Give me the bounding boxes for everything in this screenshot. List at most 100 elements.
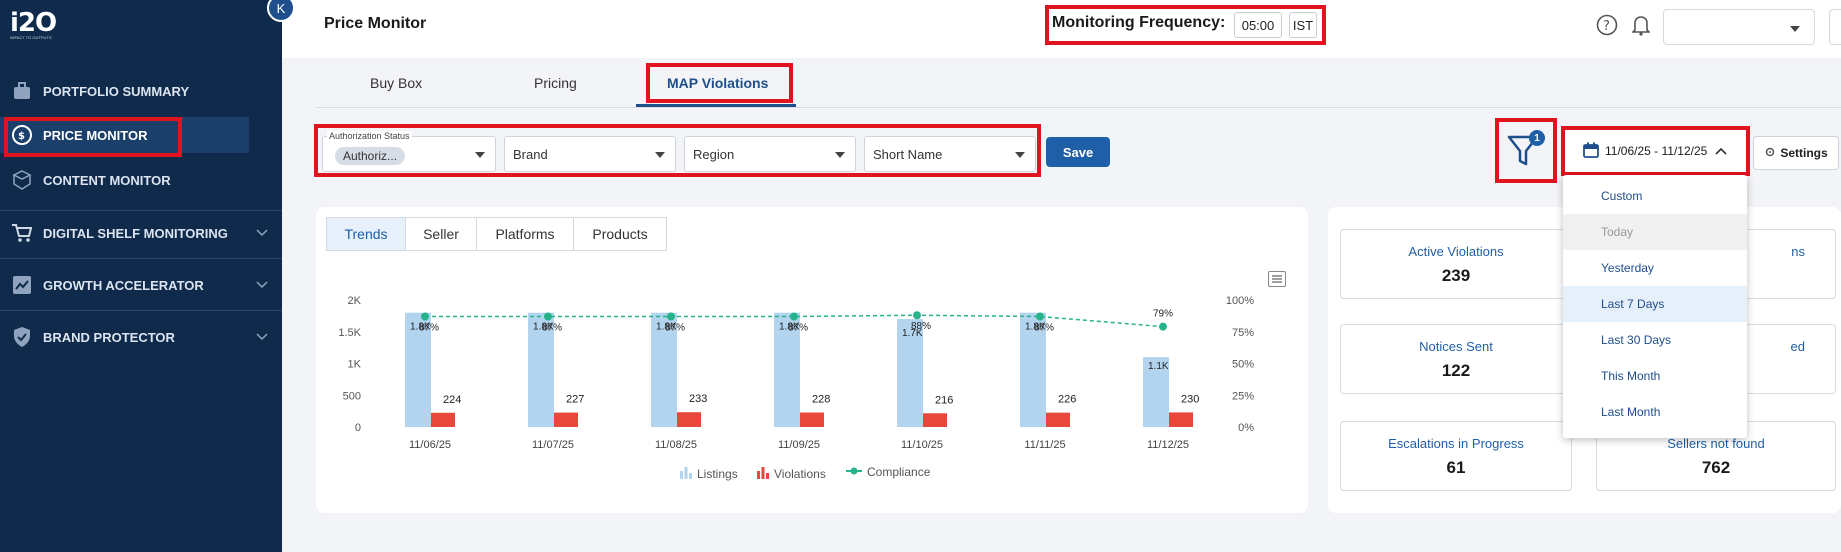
bar-violations [554,412,578,427]
date-option-custom[interactable]: Custom [1601,189,1643,203]
bar-listings [405,312,431,427]
settings-button[interactable]: Settings [1753,136,1839,170]
bar-listings [1020,312,1046,427]
short-name-select[interactable]: Short Name [864,136,1036,172]
date-option-last-30-days[interactable]: Last 30 Days [1601,333,1672,347]
sidebar-item-digital-shelf-monitoring[interactable]: DIGITAL SHELF MONITORING [0,215,282,251]
bar-violations [431,412,455,427]
timezone-field[interactable]: IST [1289,12,1317,38]
chart-menu-icon[interactable] [1268,271,1286,287]
chart-tab-products[interactable]: Products [573,217,667,251]
stat-notices-sent[interactable]: Notices Sent 122 [1340,324,1572,394]
compliance-point [421,312,429,321]
violations-data-label: 227 [566,394,584,406]
price-monitor-icon: $ [10,123,34,147]
chevron-down-icon [256,277,268,292]
chevron-down-icon [655,152,665,158]
region-select[interactable]: Region [684,136,856,172]
date-option-this-month[interactable]: This Month [1601,369,1661,383]
chart-tab-platforms[interactable]: Platforms [476,217,574,251]
tab-map-violations[interactable]: MAP Violations [667,75,769,91]
active-tab-underline [636,104,796,107]
compliance-data-label: 87% [788,323,808,334]
sidebar-item-brand-protector[interactable]: BRAND PROTECTOR [0,319,282,355]
legend-listings[interactable]: Listings [680,465,738,482]
compliance-data-label: 79% [1153,309,1173,320]
compliance-data-label: 87% [419,323,439,334]
legend-label: Listings [697,466,738,481]
listings-data-label: 1.1K [1148,361,1169,372]
compliance-point [1036,312,1044,321]
chart-tab-seller[interactable]: Seller [405,217,477,251]
y2-tick-label: 50% [1232,359,1254,371]
nav-active-highlight [0,117,249,153]
date-range-picker[interactable]: 11/06/25 - 11/12/25 [1565,130,1746,172]
bar-violations [1169,412,1193,427]
x-tick-label: 11/10/25 [901,439,943,451]
highlight-box [314,124,1041,177]
stat-escalations[interactable]: Escalations in Progress 61 [1340,421,1572,491]
brand-select[interactable]: Brand [504,136,676,172]
page-title: Price Monitor [324,15,427,32]
compliance-point [1159,322,1167,331]
tab-pricing[interactable]: Pricing [534,75,577,91]
nav-divider [0,258,282,259]
logo-text: i2O [10,8,57,38]
legend-compliance-icon [846,465,862,479]
chevron-down-icon [256,225,268,240]
chevron-down-icon [1790,26,1800,32]
sidebar-item-portfolio-summary[interactable]: PORTFOLIO SUMMARY [0,73,282,109]
compliance-point [913,311,921,320]
bell-icon[interactable] [1631,14,1651,41]
x-tick-label: 11/09/25 [778,439,820,451]
region-label: Region [693,147,735,162]
y-tick-label: 0 [355,422,361,434]
violations-data-label: 216 [935,394,953,406]
listings-data-label: 1.8K [533,322,554,333]
chevron-up-icon [1715,144,1727,158]
sidebar-item-growth-accelerator[interactable]: GROWTH ACCELERATOR [0,267,282,303]
sidebar-item-label: DIGITAL SHELF MONITORING [43,225,228,241]
x-tick-label: 11/08/25 [655,439,697,451]
legend-label: Compliance [867,465,931,479]
highlight-box [646,63,793,103]
overflow-control[interactable] [1829,9,1841,45]
y2-tick-label: 25% [1232,390,1254,402]
bar-violations [677,412,701,427]
sidebar: i2O IMPACT TO OUTPUTS PORTFOLIO SUMMARY … [0,0,282,552]
chevron-down-icon [256,329,268,344]
date-option-last-7-days[interactable]: Last 7 Days [1563,286,1747,322]
portfolio-icon [10,79,34,103]
legend-violations[interactable]: Violations [757,465,826,482]
chevron-down-icon [1015,152,1025,158]
legend-compliance[interactable]: Compliance [846,465,930,479]
authorization-status-select[interactable]: Authoriz... [322,136,496,172]
listings-data-label: 1.7K [902,328,923,339]
account-select[interactable] [1663,9,1815,45]
stat-title: ns [1791,244,1805,259]
listings-data-label: 1.8K [779,322,800,333]
help-icon[interactable]: ? [1596,14,1618,41]
legend-label: Violations [774,466,826,481]
sidebar-item-price-monitor[interactable]: $ PRICE MONITOR [0,117,282,153]
date-range-text: 11/06/25 - 11/12/25 [1605,144,1708,158]
stat-active-violations[interactable]: Active Violations 239 [1340,229,1572,299]
chart-tab-trends[interactable]: Trends [326,217,406,251]
date-option-yesterday[interactable]: Yesterday [1601,261,1654,275]
date-range-dropdown: Custom Today Yesterday Last 7 Days Last … [1563,175,1747,438]
sidebar-item-content-monitor[interactable]: CONTENT MONITOR [0,162,282,198]
frequency-time-field[interactable]: 05:00 [1234,12,1282,38]
nav-divider [0,310,282,311]
x-tick-label: 11/11/25 [1024,439,1065,451]
highlight-box [1045,5,1326,45]
monitoring-frequency-label: Monitoring Frequency: [1052,14,1226,31]
save-button[interactable]: Save [1046,137,1110,167]
compliance-data-label: 88% [911,321,931,332]
listings-data-label: 1.8K [656,322,677,333]
filter-count-badge: 1 [1529,130,1545,146]
svg-text:$: $ [18,131,25,142]
collapse-sidebar-button[interactable]: K [267,0,295,22]
date-option-last-month[interactable]: Last Month [1601,405,1661,419]
settings-label: Settings [1780,146,1828,160]
tab-buy-box[interactable]: Buy Box [370,75,423,91]
